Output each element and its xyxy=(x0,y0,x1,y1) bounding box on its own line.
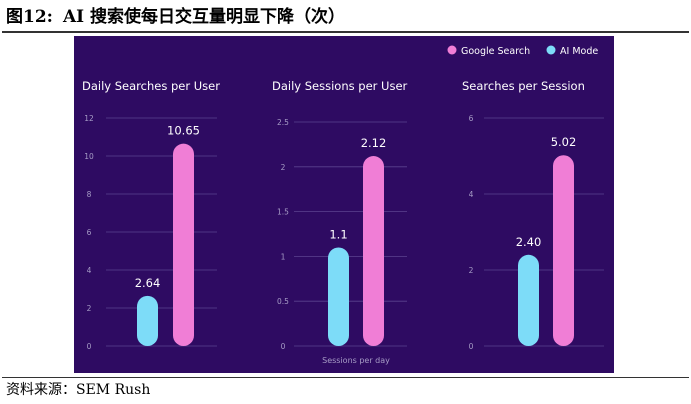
chart2-data-label-ai-mode: 1.1 xyxy=(329,227,347,241)
bottom-rule xyxy=(2,377,689,378)
chart1-ytick-label: 4 xyxy=(87,266,92,275)
legend-marker-google-search xyxy=(447,45,457,55)
chart-svg: Google Search AI Mode Daily Searches per U… xyxy=(82,45,604,365)
chart1-ytick-label: 2 xyxy=(87,304,92,313)
legend-label-ai-mode: AI Mode xyxy=(560,46,598,57)
chart1-ytick-label: 8 xyxy=(87,190,92,199)
chart2-x-axis-label: Sessions per day xyxy=(322,356,390,365)
chart1-data-label-ai-mode: 2.64 xyxy=(135,276,161,290)
chart2-ytick-label: 2.5 xyxy=(277,118,289,127)
chart3-title: Searches per Session xyxy=(462,79,585,93)
chart3-bar-google-search xyxy=(553,155,574,346)
chart3-data-label-google-search: 5.02 xyxy=(551,135,577,149)
chart1-bar-ai-mode xyxy=(137,295,158,346)
chart1-ytick-label: 10 xyxy=(84,152,94,161)
chart1-title: Daily Searches per User xyxy=(82,79,220,93)
chart3-data-label-ai-mode: 2.40 xyxy=(516,235,542,249)
chart3-bar-ai-mode xyxy=(518,254,539,346)
chart2-bar-google-search xyxy=(363,156,384,346)
top-rule xyxy=(2,31,689,33)
chart3-ytick-label: 2 xyxy=(469,266,474,275)
legend-label-google-search: Google Search xyxy=(461,46,530,57)
chart1-bar-google-search xyxy=(173,143,194,346)
chart1-ytick-label: 12 xyxy=(84,114,94,123)
chart2-ytick-label: 0.5 xyxy=(277,297,289,306)
chart2-ytick-label: 0 xyxy=(281,342,286,351)
chart2-bar-ai-mode xyxy=(328,247,349,346)
chart3-ytick-label: 4 xyxy=(469,190,474,199)
source-note: 资料来源：SEM Rush xyxy=(6,382,151,398)
legend-marker-ai-mode xyxy=(546,45,556,55)
chart-panel: Google Search AI Mode Daily Searches per U… xyxy=(74,36,614,373)
chart2-ytick-label: 2 xyxy=(281,163,286,172)
figure-title: 图12: AI 搜索使每日交互量明显下降（次） xyxy=(6,4,345,30)
figure-label: 图12: xyxy=(6,7,53,27)
chart2-data-label-google-search: 2.12 xyxy=(361,136,387,150)
chart1-ytick-label: 0 xyxy=(87,342,92,351)
chart1-ytick-label: 6 xyxy=(87,228,92,237)
figure-title-text: AI 搜索使每日交互量明显下降（次） xyxy=(62,7,345,27)
chart3-ytick-label: 6 xyxy=(469,114,474,123)
chart3-ytick-label: 0 xyxy=(469,342,474,351)
chart2-title: Daily Sessions per User xyxy=(272,79,408,93)
chart2-ytick-label: 1.5 xyxy=(277,208,289,217)
chart1-data-label-google-search: 10.65 xyxy=(167,124,200,138)
chart2-ytick-label: 1 xyxy=(281,252,286,261)
